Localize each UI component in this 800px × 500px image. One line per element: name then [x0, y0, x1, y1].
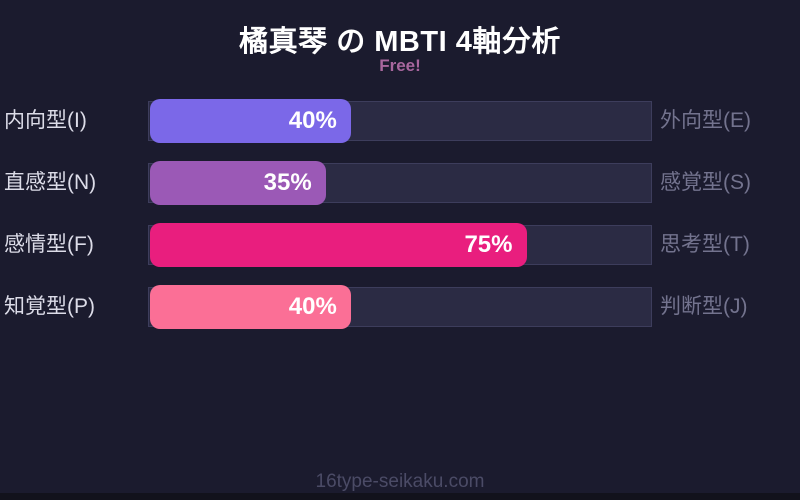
axis-right-label: 外向型(E) [660, 109, 751, 132]
bar-row: 感情型(F) 75% 思考型(T) [0, 223, 800, 267]
axis-left-label: 知覚型(P) [4, 295, 95, 318]
axis-left-label: 直感型(N) [4, 171, 97, 194]
bar-value-label: 40% [288, 107, 337, 134]
page-title: 橘真琴 の MBTI 4軸分析 [239, 26, 561, 58]
bar-row: 直感型(N) 35% 感覚型(S) [0, 161, 800, 205]
bar-rows: 内向型(I) 40% 外向型(E) 直感型(N) 35% 感覚型(S) 感情型(… [0, 99, 800, 329]
bar-value-label: 75% [464, 231, 513, 258]
bar-row: 内向型(I) 40% 外向型(E) [0, 99, 800, 143]
axis-left-label: 感情型(F) [4, 233, 94, 256]
watermark-text: 16type-seikaku.com [315, 471, 485, 492]
bar-value-label: 35% [263, 169, 312, 196]
axis-right-label: 判断型(J) [660, 295, 748, 318]
bar-track: 75% [148, 223, 652, 267]
bar-track: 35% [148, 161, 652, 205]
bar-fill: 35% [150, 161, 326, 205]
bar-fill: 75% [150, 223, 527, 267]
axis-right-label: 思考型(T) [660, 233, 750, 256]
page-subtitle: Free! [379, 56, 421, 75]
bar-fill: 40% [150, 99, 351, 143]
bar-value-label: 40% [288, 293, 337, 320]
bottom-strip [0, 493, 800, 500]
bar-row: 知覚型(P) 40% 判断型(J) [0, 285, 800, 329]
bar-track: 40% [148, 99, 652, 143]
axis-right-label: 感覚型(S) [660, 171, 751, 194]
bar-fill: 40% [150, 285, 351, 329]
axis-left-label: 内向型(I) [4, 109, 87, 132]
bar-track: 40% [148, 285, 652, 329]
